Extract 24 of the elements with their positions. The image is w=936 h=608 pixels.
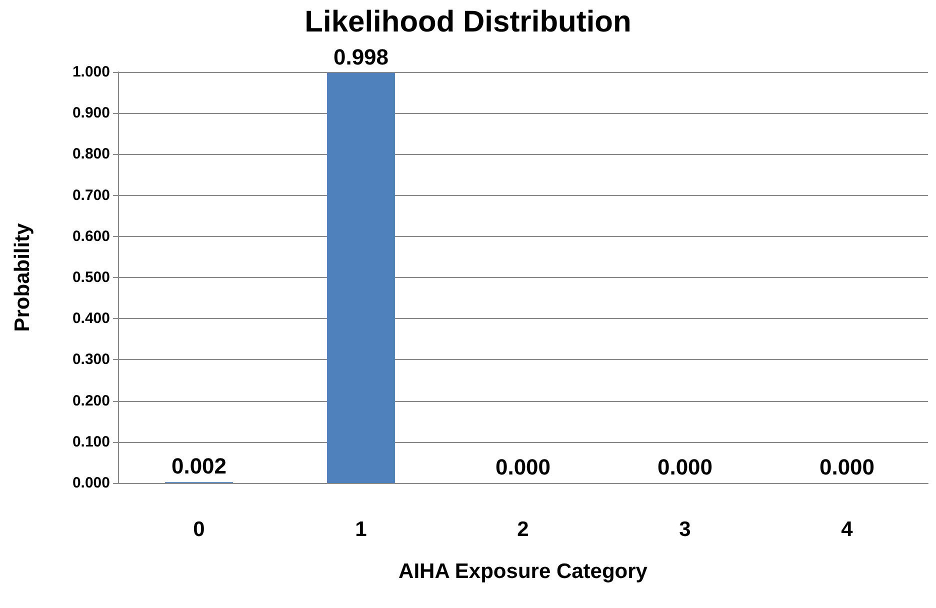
data-label: 0.998 (333, 44, 389, 70)
data-label: 0.000 (819, 454, 875, 480)
y-tick-label: 0.100 (72, 433, 110, 450)
data-label: 0.002 (171, 454, 227, 479)
y-tick-label: 0.500 (72, 269, 110, 286)
x-tick-label: 3 (679, 518, 691, 541)
chart-title: Likelihood Distribution (304, 6, 632, 38)
data-label: 0.000 (495, 454, 551, 480)
y-tick-label: 0.200 (72, 392, 110, 410)
x-axis-title: AIHA Exposure Category (398, 560, 648, 583)
y-tick-label: 0.800 (72, 146, 110, 163)
x-tick-label: 1 (355, 518, 368, 541)
y-tick-label: 0.900 (72, 104, 110, 122)
y-axis-title: Probability (11, 222, 34, 332)
y-tick-label: 1.000 (72, 64, 110, 80)
y-tick-label: 0.700 (72, 186, 110, 204)
y-tick-label: 0.300 (72, 351, 110, 368)
y-tick-label: 0.000 (72, 474, 110, 492)
x-tick-label: 2 (517, 518, 529, 541)
y-tick-label: 0.600 (72, 228, 110, 245)
y-tick-label: 0.400 (72, 310, 110, 328)
x-tick-label: 0 (193, 518, 205, 541)
x-tick-label: 4 (841, 518, 854, 541)
data-label: 0.000 (657, 454, 713, 480)
